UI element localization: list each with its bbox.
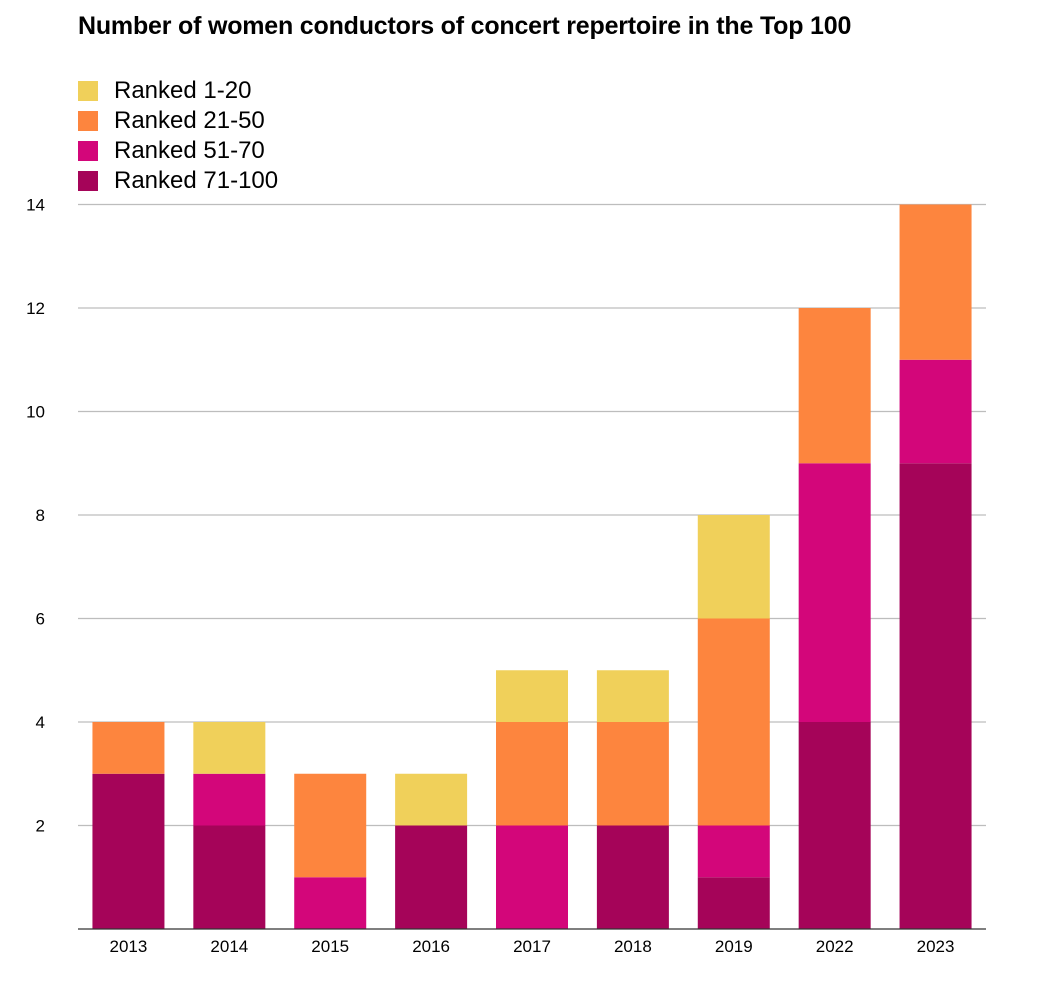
x-tick-label-2015: 2015 — [311, 937, 349, 956]
y-tick-label-14: 14 — [26, 196, 45, 215]
bar-2018-ranked-1-20 — [596, 670, 669, 722]
bar-2022-ranked-51-70 — [798, 463, 871, 722]
bar-2018-ranked-21-50 — [596, 722, 669, 826]
bar-2022-ranked-21-50 — [798, 308, 871, 464]
bar-2018-ranked-71-100 — [596, 825, 669, 929]
legend-swatch-ranked-1-20 — [78, 81, 98, 101]
x-tick-label-2023: 2023 — [917, 937, 955, 956]
legend-label-ranked-21-50: Ranked 21-50 — [114, 107, 265, 134]
x-tick-label-2013: 2013 — [110, 937, 148, 956]
chart-legend: Ranked 1-20 Ranked 21-50 Ranked 51-70 Ra… — [78, 76, 278, 196]
bar-2017-ranked-1-20 — [496, 670, 568, 722]
y-tick-label-6: 6 — [36, 610, 45, 629]
chart-title: Number of women conductors of concert re… — [78, 12, 852, 40]
legend-label-ranked-71-100: Ranked 71-100 — [114, 167, 279, 194]
bar-2023-ranked-21-50 — [899, 204, 972, 360]
y-tick-label-8: 8 — [36, 506, 45, 525]
x-tick-label-2022: 2022 — [816, 937, 854, 956]
bar-2017-ranked-51-70 — [496, 825, 568, 929]
legend-item-ranked-21-50: Ranked 21-50 — [78, 106, 278, 136]
bar-2014-ranked-71-100 — [193, 825, 266, 929]
x-tick-label-2017: 2017 — [513, 937, 551, 956]
legend-swatch-ranked-21-50 — [78, 111, 98, 131]
y-tick-label-10: 10 — [26, 403, 45, 422]
bar-2019-ranked-71-100 — [697, 877, 770, 929]
x-tick-label-2016: 2016 — [412, 937, 450, 956]
y-tick-label-4: 4 — [36, 713, 45, 732]
legend-item-ranked-51-70: Ranked 51-70 — [78, 136, 278, 166]
y-tick-label-2: 2 — [36, 817, 45, 836]
bar-2023-ranked-51-70 — [899, 359, 972, 464]
bar-2014-ranked-51-70 — [193, 773, 266, 826]
legend-label-ranked-51-70: Ranked 51-70 — [114, 137, 265, 164]
tick-labels: 2 4 6 8 10 12 14 2013 2014 2015 2016 2017 2018 2019 20… — [26, 196, 954, 957]
bar-2013-ranked-21-50 — [92, 722, 165, 774]
bar-2016-ranked-1-20 — [395, 773, 468, 826]
bar-2022-ranked-71-100 — [798, 722, 871, 929]
bar-2023-ranked-71-100 — [899, 463, 972, 929]
legend-label-ranked-1-20: Ranked 1-20 — [114, 77, 252, 104]
bar-2019-ranked-21-50 — [697, 618, 770, 826]
legend-swatch-ranked-51-70 — [78, 141, 98, 161]
x-tick-label-2019: 2019 — [715, 937, 753, 956]
x-tick-label-2014: 2014 — [210, 937, 248, 956]
bar-2016-ranked-71-100 — [395, 825, 468, 929]
bar-2015-ranked-21-50 — [294, 773, 367, 878]
bar-2013-ranked-71-100 — [92, 773, 165, 929]
bar-2017-ranked-21-50 — [496, 722, 568, 826]
bar-2019-ranked-51-70 — [697, 825, 770, 878]
x-tick-label-2018: 2018 — [614, 937, 652, 956]
y-tick-label-12: 12 — [26, 299, 45, 318]
legend-item-ranked-1-20: Ranked 1-20 — [78, 76, 278, 106]
bars — [92, 204, 972, 929]
bar-2019-ranked-1-20 — [697, 515, 770, 619]
bar-2015-ranked-51-70 — [294, 877, 367, 929]
legend-item-ranked-71-100: Ranked 71-100 — [78, 166, 278, 196]
bar-2014-ranked-1-20 — [193, 722, 266, 774]
legend-swatch-ranked-71-100 — [78, 171, 98, 191]
